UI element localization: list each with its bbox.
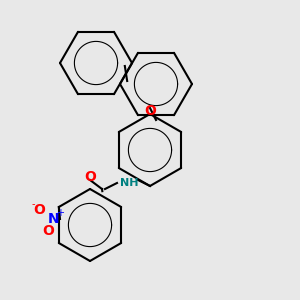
Text: O: O [84,170,96,184]
Text: O: O [42,224,54,238]
Text: +: + [56,208,64,218]
Text: NH: NH [120,178,138,188]
Text: N: N [48,212,60,226]
Text: O: O [144,104,156,118]
Text: -: - [31,199,35,209]
Text: O: O [33,203,45,217]
